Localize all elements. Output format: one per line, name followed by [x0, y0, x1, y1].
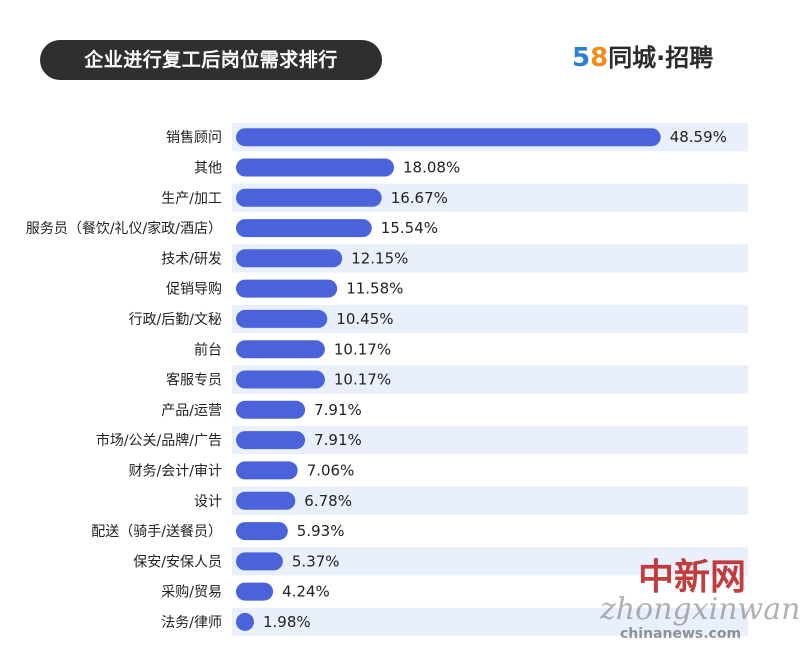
value-label: 10.17% [334, 340, 391, 358]
category-label: 产品/运营 [161, 403, 222, 419]
value-label: 5.37% [292, 552, 340, 570]
watermark-line1: 中新网 [638, 556, 747, 598]
watermark-line3: chinanews.com [620, 626, 742, 642]
row-band [232, 486, 748, 515]
bar [236, 249, 343, 268]
category-label: 采购/贸易 [161, 585, 222, 601]
row-band [232, 607, 748, 637]
chart-title: 企业进行复工后岗位需求排行 [40, 40, 382, 80]
value-label: 5.93% [297, 522, 345, 540]
bar [236, 582, 274, 601]
category-label: 其他 [194, 161, 222, 177]
value-label: 7.91% [314, 401, 362, 419]
bar [236, 612, 254, 631]
row-band [232, 426, 748, 455]
category-label: 服务员（餐饮/礼仪/家政/酒店） [26, 220, 222, 237]
bar [236, 279, 338, 298]
bar [236, 219, 372, 238]
category-label: 客服专员 [166, 372, 222, 389]
bar [236, 522, 288, 541]
category-label: 配送（骑手/送餐员） [91, 524, 222, 540]
logo-digit-8: 8 [590, 43, 609, 73]
category-label: 前台 [194, 341, 222, 358]
value-label: 4.24% [282, 583, 330, 601]
category-label: 促销导购 [166, 282, 222, 298]
bar [236, 552, 283, 571]
bar [236, 188, 382, 207]
value-label: 11.58% [346, 280, 403, 298]
bar [236, 158, 394, 177]
category-label: 设计 [194, 494, 222, 510]
logo-text: 同城·招聘 [608, 44, 714, 72]
value-label: 10.45% [336, 310, 393, 328]
value-label: 10.17% [334, 371, 391, 389]
value-label: 12.15% [351, 249, 408, 267]
logo-digit-5: 5 [572, 43, 591, 73]
value-label: 18.08% [403, 159, 460, 177]
bar [236, 461, 298, 480]
category-label: 保安/安保人员 [133, 554, 222, 570]
row-band [232, 547, 748, 576]
bar [236, 340, 325, 359]
brand-logo: 58同城·招聘 [572, 38, 713, 78]
watermark: 中新网 zhongxinwang chinanews.com [600, 548, 800, 658]
bar [236, 128, 661, 147]
bar [236, 309, 328, 328]
category-label: 财务/会计/审计 [129, 463, 222, 479]
category-label: 市场/公关/品牌/广告 [96, 432, 222, 449]
value-label: 7.06% [307, 461, 355, 479]
bar [236, 491, 296, 510]
category-label: 销售顾问 [166, 130, 222, 146]
value-label: 15.54% [381, 219, 438, 237]
category-label: 法务/律师 [161, 615, 222, 631]
bar [236, 370, 325, 389]
value-label: 16.67% [391, 189, 448, 207]
value-label: 6.78% [304, 492, 352, 510]
value-label: 1.98% [263, 613, 311, 631]
value-label: 48.59% [670, 128, 727, 146]
bar [236, 431, 306, 450]
category-label: 生产/加工 [161, 191, 222, 207]
category-label: 行政/后勤/文秘 [129, 312, 222, 328]
value-label: 7.91% [314, 431, 362, 449]
category-label: 技术/研发 [161, 251, 222, 267]
bar [236, 400, 306, 419]
watermark-line2: zhongxinwang [600, 592, 800, 627]
